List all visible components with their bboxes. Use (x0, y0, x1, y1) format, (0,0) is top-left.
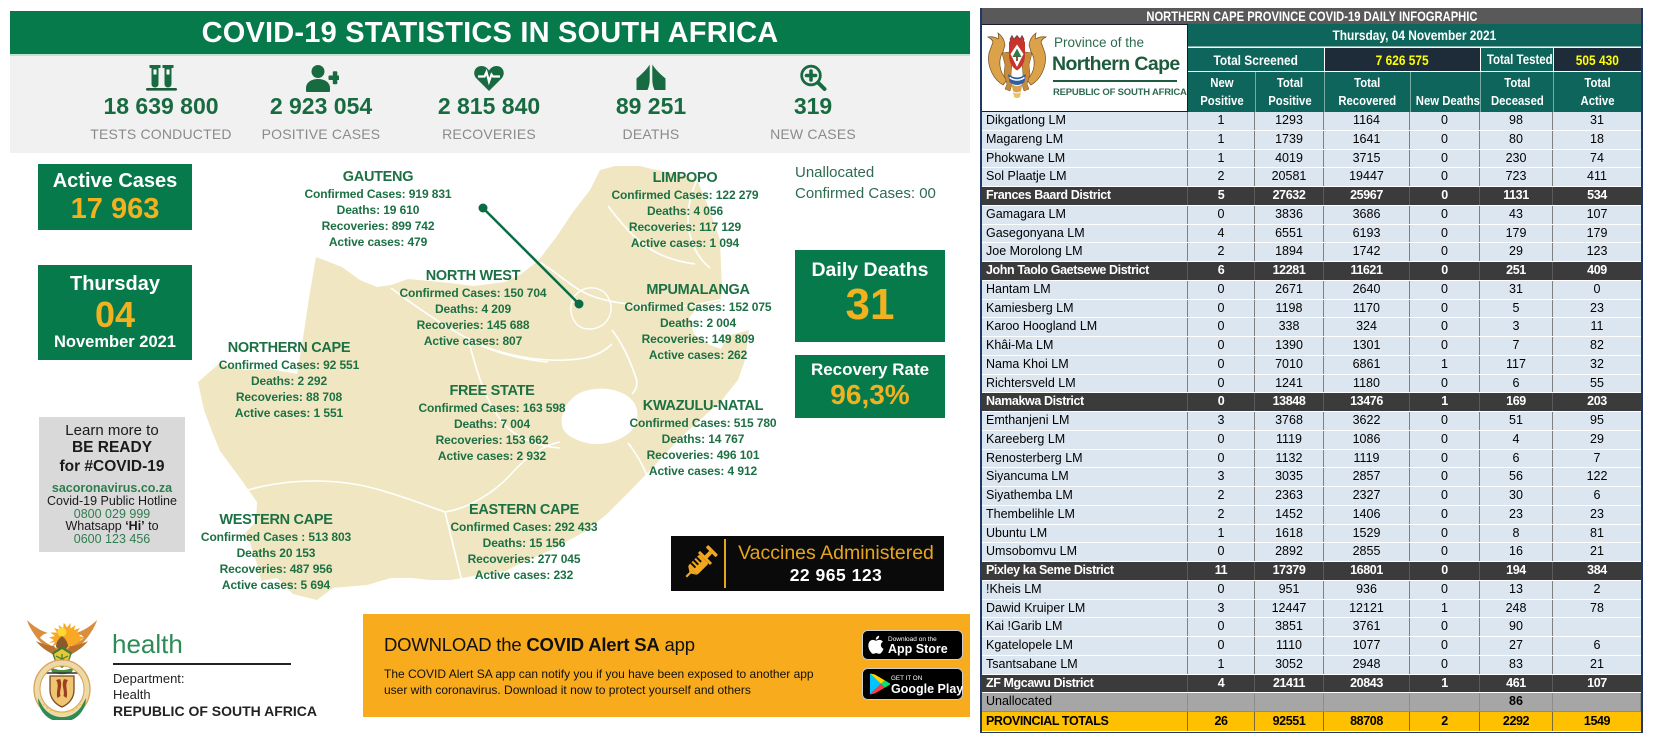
svg-text:Download on the: Download on the (888, 636, 937, 643)
svg-text:App Store: App Store (888, 642, 948, 656)
svg-text:GET IT ON: GET IT ON (891, 675, 923, 682)
svg-text:Google Play: Google Play (891, 682, 963, 696)
